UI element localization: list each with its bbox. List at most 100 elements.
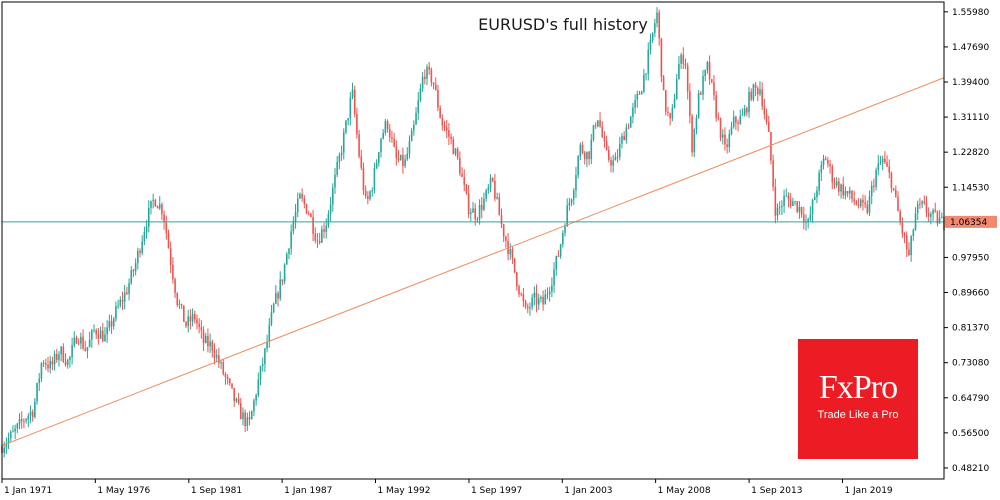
candle <box>886 155 888 168</box>
candle <box>189 309 192 330</box>
candle <box>415 107 417 125</box>
candle <box>467 185 470 219</box>
candle <box>244 409 246 433</box>
candle <box>202 326 205 351</box>
candle <box>546 287 549 300</box>
price-tick-label: 0.81370 <box>952 324 989 334</box>
price-tick-label: 1.14530 <box>952 183 989 193</box>
candle <box>756 86 759 102</box>
candle <box>246 412 249 432</box>
candle <box>272 302 275 314</box>
candle <box>139 248 141 258</box>
candle <box>163 210 165 230</box>
candle <box>84 340 87 352</box>
candle <box>388 123 391 143</box>
candle <box>150 200 152 215</box>
time-axis[interactable]: 1 Jan 1971 1 May 1976 1 Sep 1981 1 Jan 1987… <box>1 479 893 496</box>
candle <box>417 92 420 121</box>
candle <box>132 268 135 277</box>
candle <box>402 147 404 174</box>
price-tick-label: 0.73080 <box>952 359 989 369</box>
candle <box>49 355 51 374</box>
candle <box>842 176 845 199</box>
candle <box>378 151 380 167</box>
candle <box>570 198 573 207</box>
plot-frame <box>1 1 945 480</box>
candle <box>204 332 207 344</box>
candle <box>294 203 297 229</box>
candle <box>846 190 849 198</box>
candle <box>916 200 919 220</box>
candle <box>930 211 932 225</box>
candle <box>399 154 402 161</box>
candle <box>640 90 643 95</box>
candle <box>579 142 582 160</box>
candle <box>730 121 733 136</box>
candle <box>897 191 899 212</box>
candle <box>673 93 676 109</box>
candle <box>739 109 742 125</box>
price-tick-label: 0.48210 <box>952 464 989 474</box>
candle <box>717 112 720 121</box>
candle <box>724 127 726 151</box>
candle <box>185 321 187 329</box>
candle <box>165 215 168 240</box>
candle <box>448 123 450 145</box>
candle <box>721 128 724 145</box>
candle <box>671 104 674 122</box>
candle <box>62 343 65 364</box>
candle <box>551 277 553 298</box>
candle <box>502 223 505 242</box>
candle <box>360 149 363 171</box>
candle <box>178 299 181 309</box>
candle <box>513 258 516 274</box>
candle <box>522 287 525 308</box>
candle <box>903 232 906 244</box>
candle <box>544 289 547 305</box>
candle <box>358 130 360 159</box>
candle <box>285 252 288 265</box>
candle <box>743 104 746 117</box>
candle <box>60 345 62 362</box>
candle <box>323 222 325 239</box>
candle <box>82 329 84 351</box>
candle <box>222 358 225 376</box>
candle <box>675 73 678 100</box>
candle <box>16 422 19 433</box>
price-tick-label: 1.55980 <box>952 8 989 18</box>
candle <box>331 183 334 212</box>
candle <box>533 286 536 306</box>
candle <box>802 206 805 230</box>
candle <box>603 131 606 148</box>
candle <box>316 232 319 248</box>
candle <box>463 169 466 192</box>
candle <box>183 305 185 322</box>
candle <box>198 318 200 334</box>
candle <box>719 117 722 142</box>
candle <box>395 140 398 166</box>
candle <box>816 186 818 204</box>
candle <box>77 338 80 346</box>
candle <box>305 203 308 215</box>
candle <box>224 372 227 385</box>
candle <box>283 263 286 285</box>
candle <box>380 137 382 158</box>
trend-line[interactable] <box>1 77 945 447</box>
candle <box>220 359 222 370</box>
candle <box>621 132 623 149</box>
candle <box>618 136 621 161</box>
candle <box>713 75 715 101</box>
candle <box>430 67 433 87</box>
candle <box>408 135 411 159</box>
candle <box>649 33 652 55</box>
candle <box>704 69 707 82</box>
candle <box>706 60 709 74</box>
candle <box>776 203 779 221</box>
candle <box>110 314 113 334</box>
candle <box>798 201 801 219</box>
candle <box>45 358 47 370</box>
candle <box>518 284 520 298</box>
candle <box>678 56 680 80</box>
price-axis[interactable]: 1.55980 1.47690 1.39400 1.31110 1.22820 1.145… <box>944 8 989 474</box>
